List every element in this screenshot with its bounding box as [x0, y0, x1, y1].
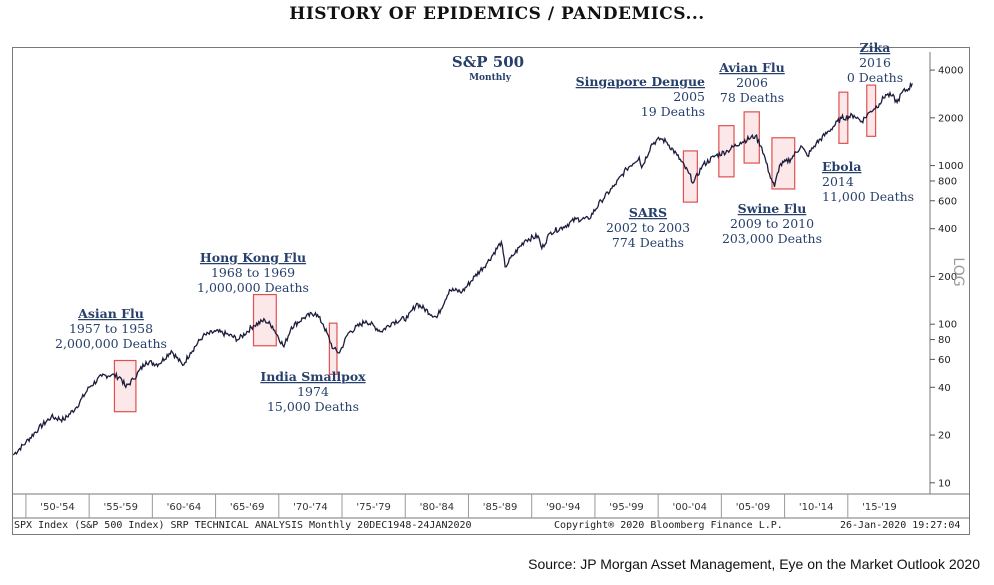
event-dates-label: 2009 to 2010 — [730, 216, 814, 231]
event-deaths-label: 19 Deaths — [641, 104, 705, 119]
chart-title: S&P 500 — [452, 53, 524, 71]
event-dates-label: 2016 — [859, 55, 891, 70]
y-tick-label: 40 — [938, 383, 951, 394]
y-axis-label: LOG — [950, 257, 966, 286]
x-tick-label: '55-'59 — [103, 502, 138, 513]
event-name-label: Ebola — [822, 159, 861, 174]
footer-left: SPX Index (S&P 500 Index) SRP TECHNICAL … — [14, 520, 472, 531]
footer-right: 26-Jan-2020 19:27:04 — [840, 520, 961, 531]
y-tick-label: 800 — [938, 176, 957, 187]
event-name-label: Swine Flu — [738, 201, 807, 216]
x-tick-label: '05-'09 — [736, 502, 771, 513]
page-title: HISTORY OF EPIDEMICS / PANDEMICS... — [289, 4, 705, 24]
event-name-label: Singapore Dengue — [576, 74, 705, 89]
chart-subtitle: Monthly — [469, 73, 512, 83]
event-dates-label: 2006 — [736, 75, 768, 90]
sp500-series-line — [12, 81, 913, 456]
y-tick-label: 80 — [938, 335, 951, 346]
event-name-label: India Smallpox — [260, 369, 366, 384]
x-tick-label: '65-'69 — [230, 502, 265, 513]
y-tick-label: 1000 — [938, 161, 963, 172]
event-name-label: SARS — [629, 205, 667, 220]
source-note: Source: JP Morgan Asset Management, Eye … — [528, 556, 980, 572]
x-tick-label: '00-'04 — [672, 502, 707, 513]
y-tick-label: 20 — [938, 431, 951, 442]
event-deaths-label: 15,000 Deaths — [267, 399, 359, 414]
event-deaths-label: 78 Deaths — [720, 90, 784, 105]
chart-frame — [12, 47, 970, 535]
event-dates-label: 1968 to 1969 — [211, 265, 295, 280]
event-box — [743, 111, 760, 164]
event-dates-label: 2005 — [673, 89, 705, 104]
y-tick-label: 4000 — [938, 66, 963, 77]
y-tick-label: 10 — [938, 478, 951, 489]
event-name-label: Asian Flu — [77, 306, 144, 321]
y-tick-label: 60 — [938, 355, 951, 366]
x-tick-label: '75-'79 — [356, 502, 391, 513]
event-deaths-label: 1,000,000 Deaths — [197, 280, 309, 295]
y-tick-label: 400 — [938, 224, 957, 235]
x-tick-label: '10-'14 — [799, 502, 834, 513]
event-deaths-label: 0 Deaths — [847, 70, 903, 85]
event-dates-label: 1974 — [297, 384, 329, 399]
x-tick-label: '85-'89 — [483, 502, 518, 513]
y-tick-label: 100 — [938, 320, 957, 331]
event-name-label: Zika — [860, 40, 891, 55]
x-tick-label: '70-'74 — [293, 502, 328, 513]
x-tick-label: '15-'19 — [862, 502, 897, 513]
x-tick-label: '80-'84 — [420, 502, 455, 513]
event-deaths-label: 203,000 Deaths — [722, 231, 822, 246]
event-box — [866, 84, 877, 137]
event-dates-label: 1957 to 1958 — [69, 321, 153, 336]
event-deaths-label: 2,000,000 Deaths — [55, 336, 167, 351]
y-tick-label: 200 — [938, 272, 957, 283]
x-tick-label: '50-'54 — [40, 502, 75, 513]
x-tick-label: '90-'94 — [546, 502, 581, 513]
event-deaths-label: 11,000 Deaths — [822, 189, 914, 204]
x-tick-label: '95-'99 — [609, 502, 644, 513]
x-tick-label: '60-'64 — [167, 502, 202, 513]
footer-center: Copyright® 2020 Bloomberg Finance L.P. — [554, 520, 783, 531]
event-box — [771, 137, 796, 190]
event-name-label: Hong Kong Flu — [200, 250, 306, 265]
y-tick-label: 2000 — [938, 113, 963, 124]
event-dates-label: 2002 to 2003 — [606, 220, 690, 235]
event-name-label: Avian Flu — [718, 60, 784, 75]
y-tick-label: 600 — [938, 196, 957, 207]
event-dates-label: 2014 — [822, 174, 854, 189]
event-deaths-label: 774 Deaths — [612, 235, 684, 250]
